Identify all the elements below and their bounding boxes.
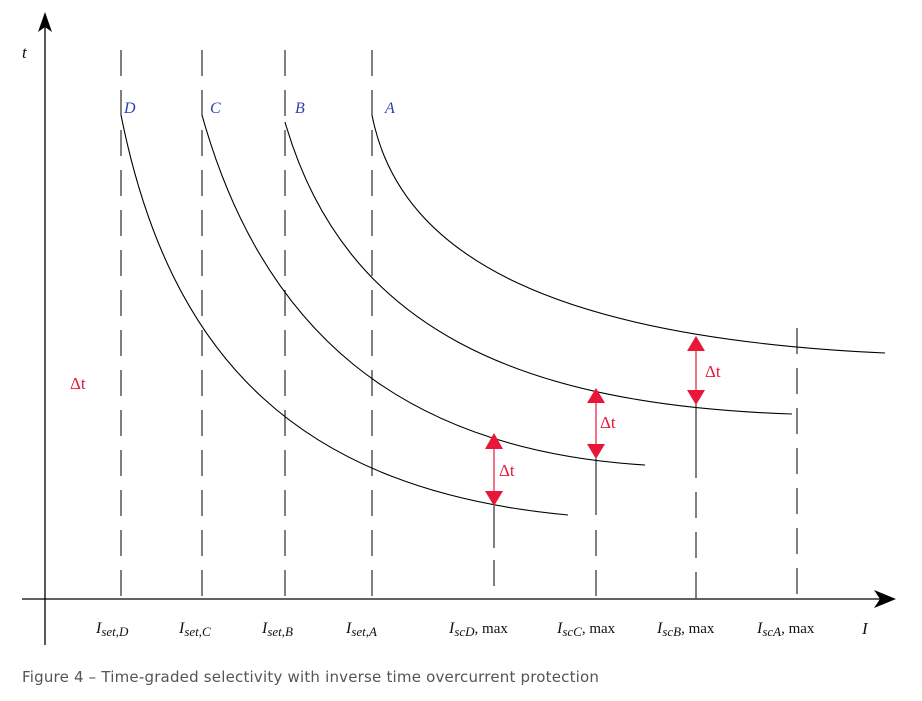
- curve-label-a: A: [384, 100, 395, 117]
- curve-c: [201, 114, 646, 466]
- delta-label-b: Δt: [705, 362, 721, 381]
- delta-marker-b: [687, 336, 705, 405]
- figure-caption: Figure 4 – Time-graded selectivity with …: [22, 668, 600, 686]
- tick-label-isc-b: IscB, max: [656, 620, 715, 639]
- delta-label-c: Δt: [600, 413, 616, 432]
- curve-label-b: B: [295, 100, 305, 117]
- curve-label-c: C: [210, 100, 221, 117]
- x-axis-label: I: [861, 619, 869, 638]
- y-axis-arrowhead: [38, 12, 52, 32]
- delta-marker-c: [587, 388, 605, 459]
- curve-d: [120, 114, 569, 516]
- curve-label-d: D: [123, 100, 136, 117]
- curve-b: [284, 121, 793, 415]
- tick-label-isc-d: IscD, max: [448, 620, 508, 639]
- set-dashed-lines: [120, 50, 373, 599]
- sc-lines: [493, 328, 798, 599]
- tick-label-isc-c: IscC, max: [556, 620, 616, 639]
- delta-markers: [485, 336, 705, 506]
- tick-label-iset-d: Iset,D: [95, 620, 129, 639]
- tick-label-iset-b: Iset,B: [261, 620, 293, 639]
- tick-label-iset-c: Iset,C: [178, 620, 211, 639]
- y-axis-label: t: [22, 43, 28, 62]
- delta-label-legend: Δt: [70, 374, 86, 393]
- tick-label-isc-a: IscA, max: [756, 620, 815, 639]
- selectivity-diagram: t I D C B A: [22, 12, 896, 645]
- tick-label-iset-a: Iset,A: [345, 620, 377, 639]
- curve-a: [371, 114, 886, 354]
- curves: [120, 114, 886, 516]
- delta-marker-d: [485, 433, 503, 506]
- delta-label-d: Δt: [499, 461, 515, 480]
- x-axis-arrowhead: [874, 590, 896, 608]
